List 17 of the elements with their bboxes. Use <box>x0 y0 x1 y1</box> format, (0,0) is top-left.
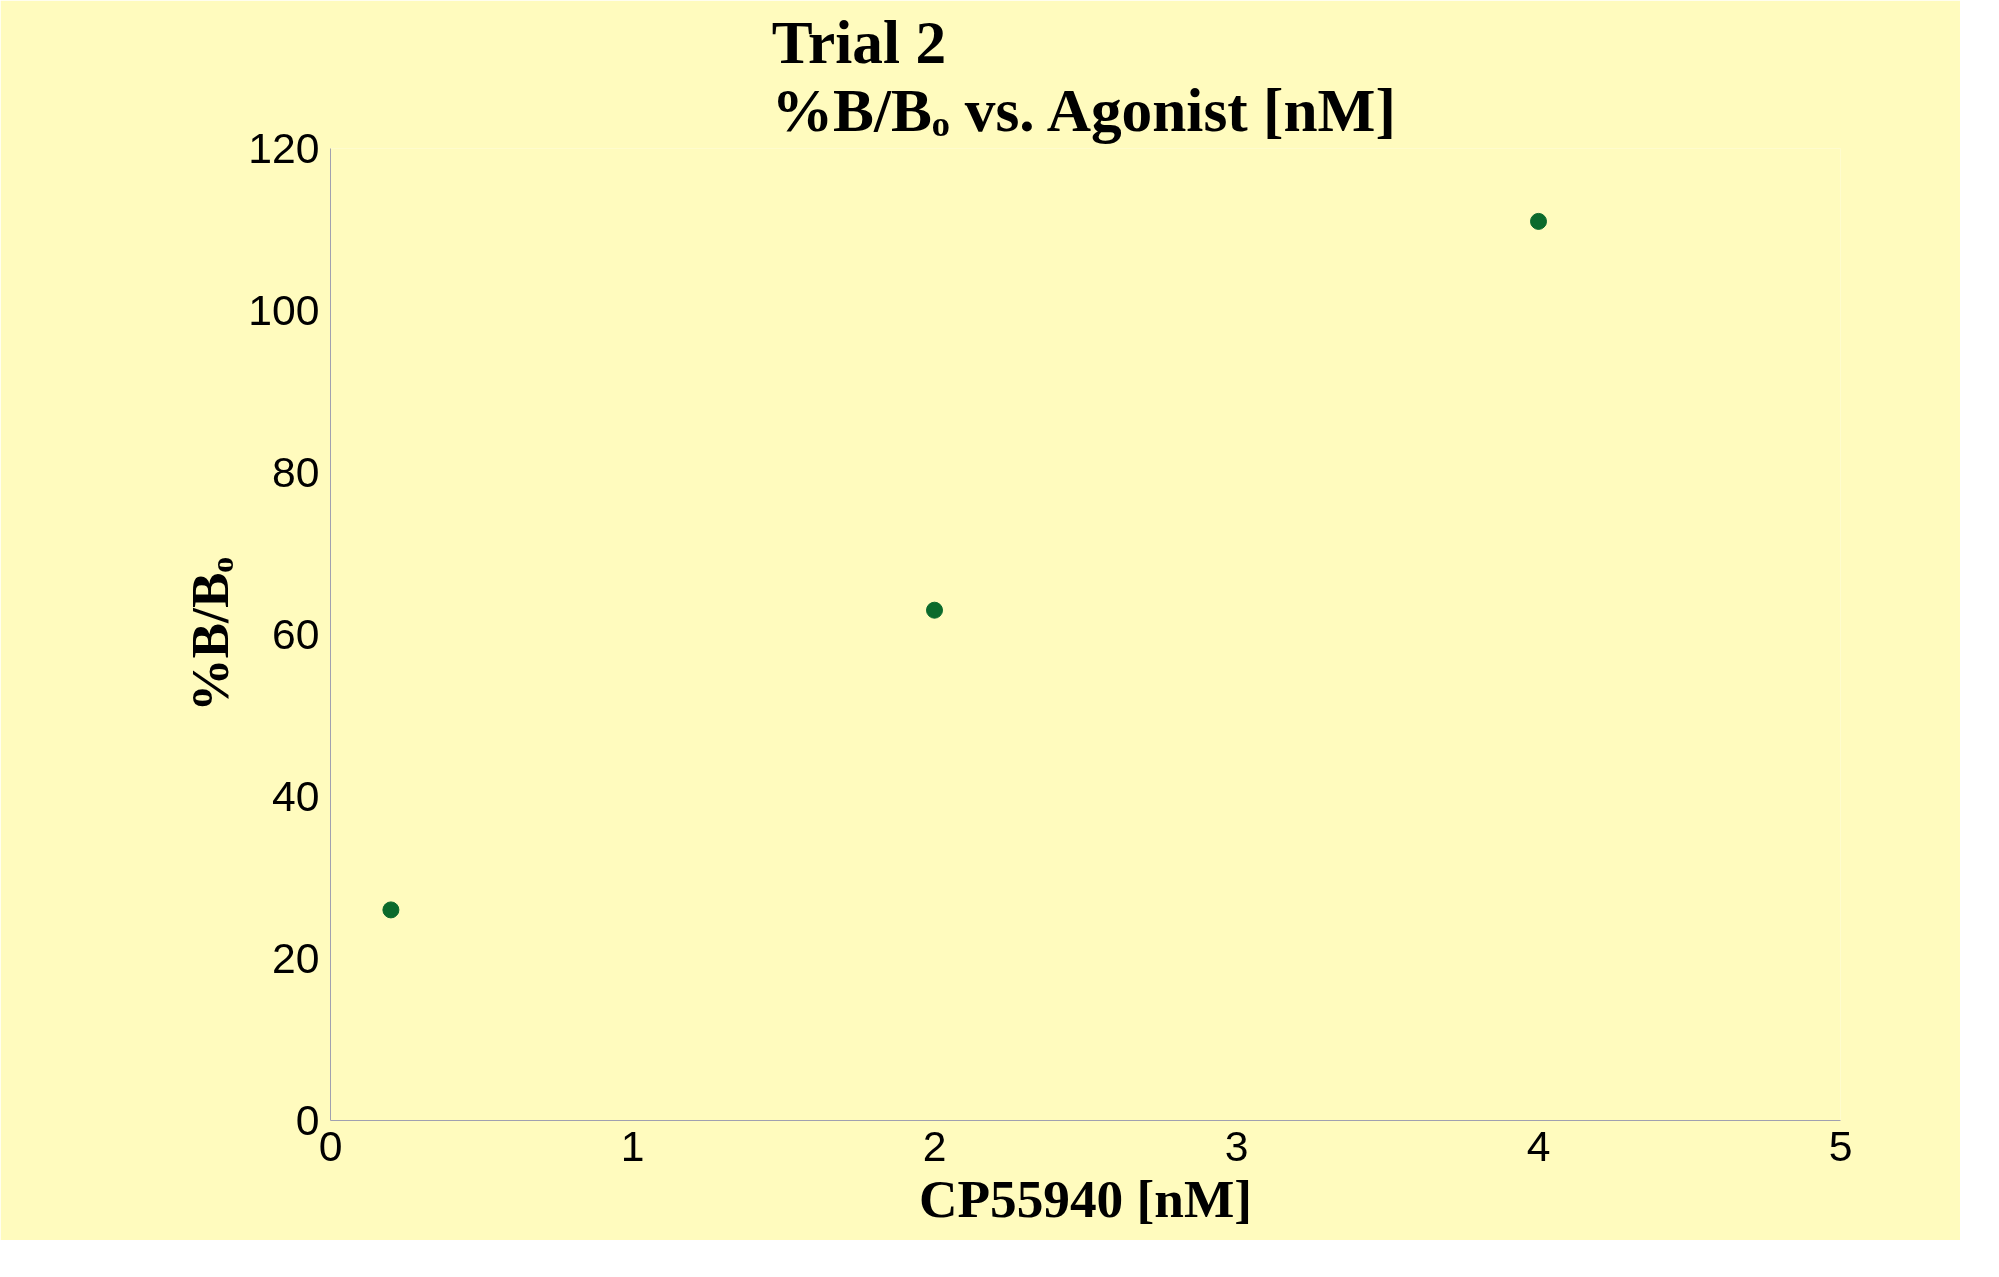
point <box>382 901 400 919</box>
y-tick-label: 120 <box>248 124 320 172</box>
point <box>1530 212 1547 230</box>
y-tick-label: 60 <box>272 610 320 658</box>
y-tick-label: 100 <box>248 286 320 334</box>
x-tick-label: 5 <box>1828 1121 1853 1170</box>
y-axis-title: %B/Bₒ <box>180 557 241 712</box>
y-tick-label: 40 <box>272 772 320 820</box>
x-tick-label: 4 <box>1526 1121 1551 1170</box>
x-axis-title: CP55940 [nM] <box>918 1168 1253 1229</box>
y-tick-label: 80 <box>272 448 320 496</box>
chart-title: Trial 2 %B/Bₒ vs. Agonist [nM] <box>771 7 1396 144</box>
y-tick-label: 20 <box>272 934 320 982</box>
x-tick-label: 2 <box>922 1121 947 1170</box>
x-tick-label: 1 <box>620 1121 645 1170</box>
point <box>926 601 943 619</box>
x-tick-label: 3 <box>1224 1121 1249 1170</box>
